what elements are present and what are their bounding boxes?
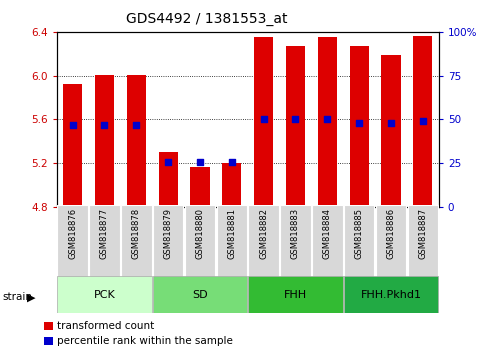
Point	[355, 120, 363, 126]
Bar	[216, 205, 247, 278]
Bar	[57, 205, 88, 278]
Text: GSM818883: GSM818883	[291, 208, 300, 259]
Bar	[413, 36, 432, 207]
Text: GSM818877: GSM818877	[100, 208, 109, 259]
Text: PCK: PCK	[94, 290, 115, 300]
Text: GSM818887: GSM818887	[419, 208, 427, 259]
Text: GSM818881: GSM818881	[227, 208, 236, 259]
Bar	[121, 205, 151, 278]
Bar	[344, 276, 438, 313]
Text: SD: SD	[192, 290, 208, 300]
Bar	[382, 55, 400, 207]
Text: strain: strain	[2, 292, 33, 302]
Bar	[318, 37, 337, 207]
Point	[132, 122, 140, 127]
Point	[323, 117, 331, 122]
Bar	[153, 205, 183, 278]
Bar	[95, 75, 114, 207]
Point	[228, 159, 236, 164]
Bar	[344, 205, 375, 278]
Bar	[159, 152, 177, 207]
Bar	[254, 37, 273, 207]
Text: GSM818886: GSM818886	[387, 208, 395, 259]
Bar	[280, 205, 311, 278]
Point	[387, 120, 395, 126]
Text: FHH.Pkhd1: FHH.Pkhd1	[360, 290, 422, 300]
Text: FHH: FHH	[284, 290, 307, 300]
Text: ▶: ▶	[27, 292, 35, 302]
Bar	[376, 205, 406, 278]
Point	[260, 117, 268, 122]
Text: GSM818876: GSM818876	[68, 208, 77, 259]
Bar	[89, 205, 120, 278]
Bar	[286, 46, 305, 207]
Text: GSM818884: GSM818884	[323, 208, 332, 259]
Text: GSM818882: GSM818882	[259, 208, 268, 259]
Text: percentile rank within the sample: percentile rank within the sample	[57, 336, 233, 346]
Bar	[248, 276, 343, 313]
Text: GSM818878: GSM818878	[132, 208, 141, 259]
Text: GDS4492 / 1381553_at: GDS4492 / 1381553_at	[126, 12, 288, 27]
Point	[69, 122, 76, 127]
Bar	[63, 85, 82, 207]
Point	[101, 122, 108, 127]
Bar	[57, 276, 151, 313]
Point	[164, 159, 172, 164]
Text: GSM818880: GSM818880	[195, 208, 205, 259]
Point	[291, 117, 299, 122]
Point	[419, 118, 427, 124]
Bar	[153, 276, 247, 313]
Bar	[190, 167, 210, 207]
Text: GSM818879: GSM818879	[164, 208, 173, 259]
Point	[196, 159, 204, 164]
Bar	[127, 75, 146, 207]
Text: transformed count: transformed count	[57, 321, 154, 331]
Bar	[350, 46, 369, 207]
Text: GSM818885: GSM818885	[354, 208, 364, 259]
Bar	[312, 205, 343, 278]
Bar	[248, 205, 279, 278]
Bar	[222, 163, 242, 207]
Bar	[408, 205, 438, 278]
Bar	[185, 205, 215, 278]
